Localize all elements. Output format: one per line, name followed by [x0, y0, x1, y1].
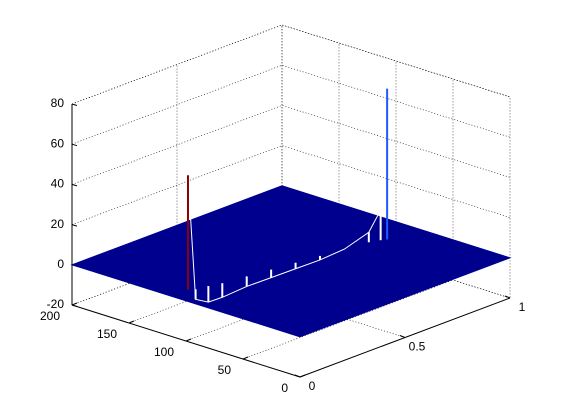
x-tick-label: 0.5 [409, 340, 426, 354]
z-tick-label: 60 [51, 136, 65, 150]
y-tick [71, 302, 78, 306]
y-tick [242, 356, 249, 360]
z-tick-label: 40 [51, 177, 65, 191]
x-tick-label: 1 [519, 300, 526, 314]
grid-line [71, 64, 511, 145]
ridge-line [187, 88, 388, 303]
box-edge [71, 24, 283, 105]
z-tick-label: 80 [51, 96, 65, 110]
surface [70, 185, 512, 338]
z-tick [71, 224, 78, 227]
y-tick-label: 150 [97, 327, 117, 341]
z-tick [71, 143, 78, 147]
x-tick [399, 335, 406, 338]
y-tick-label: 200 [40, 309, 60, 323]
z-tick-label: 20 [51, 217, 65, 231]
x-tick [294, 374, 301, 378]
y-tick-label: 0 [281, 381, 288, 395]
grid-line [71, 105, 511, 185]
y-tick [299, 374, 306, 378]
z-tick [71, 183, 78, 187]
grid-line [71, 24, 511, 105]
z-tick-label: 0 [57, 257, 64, 271]
y-tick [185, 338, 192, 342]
z-tick [71, 103, 78, 106]
z-tick-label: -20 [47, 297, 65, 311]
y-tick [128, 320, 135, 324]
x-tick [504, 295, 511, 299]
y-tick-label: 100 [154, 345, 174, 359]
y-tick-label: 50 [218, 363, 232, 377]
box-edge [281, 24, 511, 98]
z-tick [71, 304, 78, 307]
x-tick-label: 0 [309, 379, 316, 393]
